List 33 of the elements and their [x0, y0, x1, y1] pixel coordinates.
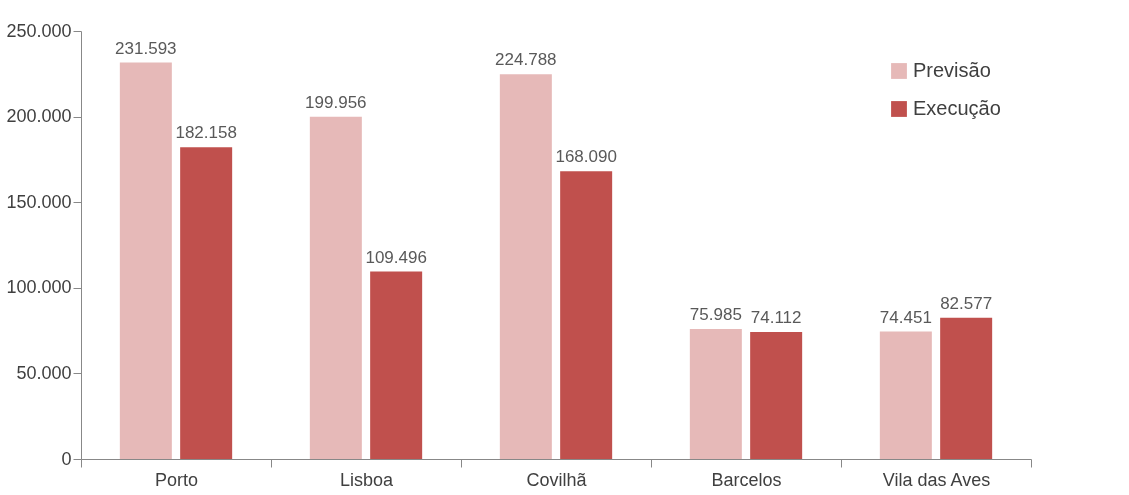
data-label: 74.112: [750, 308, 802, 328]
y-tick-label: 100.000: [6, 277, 72, 298]
bar: [309, 116, 362, 459]
data-label: 74.451: [879, 307, 932, 327]
bar: [750, 332, 803, 459]
data-label: 109.496: [365, 247, 427, 267]
x-tick-label: Porto: [154, 469, 199, 490]
bar: [499, 74, 552, 459]
bar: [370, 271, 423, 459]
data-label: 231.593: [115, 38, 177, 58]
bar: [940, 317, 993, 459]
x-tick-label: Lisboa: [339, 469, 395, 490]
data-label: 199.956: [305, 92, 367, 112]
bar: [119, 62, 172, 459]
legend-label: Execução: [913, 97, 1001, 119]
y-tick-label: 150.000: [6, 191, 72, 212]
data-label: 75.985: [689, 304, 742, 324]
bar: [879, 331, 932, 459]
y-tick-label: 250.000: [6, 20, 72, 41]
bar: [180, 147, 233, 459]
x-tick-label: Barcelos: [711, 469, 782, 490]
bar: [689, 328, 742, 459]
x-tick-label: Covilhã: [526, 469, 588, 490]
y-tick-label: 50.000: [16, 362, 72, 383]
data-label: 182.158: [175, 123, 237, 143]
y-tick-label: 0: [61, 448, 72, 469]
legend-label: Previsão: [913, 59, 991, 81]
y-tick-label: 200.000: [6, 106, 72, 127]
bar: [560, 171, 613, 459]
data-label: 224.788: [495, 50, 557, 70]
data-label: 168.090: [555, 147, 617, 167]
data-label: 82.577: [940, 293, 993, 313]
x-tick-label: Vila das Aves: [882, 469, 991, 490]
